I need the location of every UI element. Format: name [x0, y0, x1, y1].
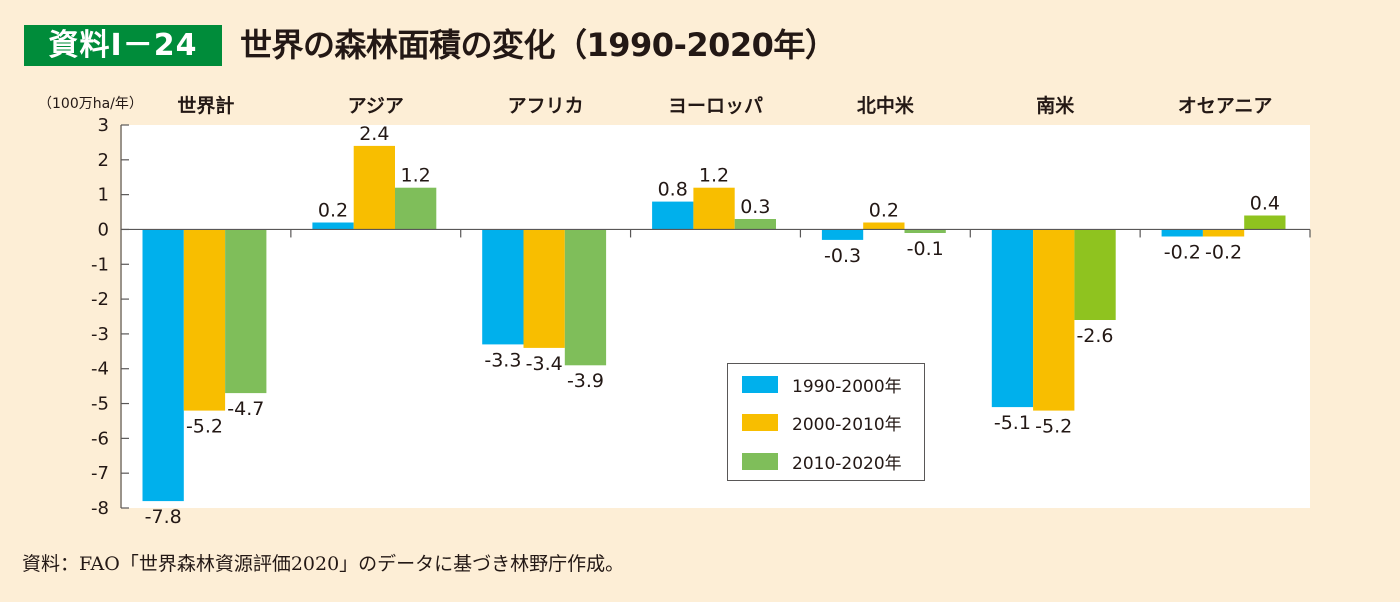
y-tick-label: -6 [91, 428, 109, 449]
bar-1-6 [991, 229, 1034, 408]
bar-2-3 [523, 229, 565, 348]
data-label: 0.8 [658, 179, 688, 201]
data-label: -0.1 [907, 238, 944, 260]
y-tick-label: 1 [98, 185, 109, 206]
legend-swatch-1990-2000 [742, 375, 778, 393]
legend-swatch-2010-2020 [742, 452, 778, 470]
bar-2-2 [353, 145, 395, 230]
category-label: アフリカ [508, 95, 584, 117]
data-label: 0.4 [1250, 193, 1280, 215]
bar-3-5 [904, 229, 946, 233]
bar-2-6 [1033, 229, 1075, 411]
y-tick-label: -5 [91, 394, 109, 415]
category-label: 世界計 [177, 94, 234, 117]
y-tick-label: 0 [98, 219, 109, 240]
category-label: 北中米 [857, 94, 915, 117]
data-label: -2.6 [1076, 325, 1113, 347]
data-label: 0.2 [869, 200, 899, 222]
data-label: 0.3 [740, 196, 770, 218]
bar-3-3 [564, 229, 607, 366]
category-label: アジア [348, 95, 404, 117]
bar-2-4 [693, 187, 735, 230]
y-tick-label: -1 [91, 254, 109, 275]
data-label: -3.9 [567, 370, 604, 392]
bar-3-4 [734, 219, 776, 230]
data-label: 2.4 [359, 123, 389, 145]
data-label: -7.8 [145, 506, 182, 528]
data-label: -0.2 [1205, 241, 1242, 263]
data-label: -3.4 [526, 353, 563, 375]
bar-2-5 [863, 222, 905, 230]
labels-layer: 3 2 1 0 -1 -2 -3 -4 -5 -6 -7 -8 世界計 アジア アフリカ ヨーロッパ 北中米 南米… [91, 94, 1280, 528]
y-tick-label: 2 [98, 150, 109, 171]
category-label: ヨーロッパ [668, 95, 763, 117]
bar-3-1 [225, 229, 267, 394]
legend-item-2010-2020: 2010-2020年 [742, 451, 902, 474]
source-note: 資料：FAO「世界森林資源評価2020」のデータに基づき林野庁作成。 [22, 553, 625, 575]
legend-label: 1990-2000年 [792, 376, 902, 397]
legend-label: 2000-2010年 [792, 414, 902, 435]
legend-label: 2010-2020年 [792, 453, 902, 474]
data-label: 1.2 [400, 165, 430, 187]
bar-1-3 [482, 229, 524, 345]
legend-swatch-2000-2010 [742, 413, 778, 431]
chart-title: 世界の森林面積の変化（1990-2020年） [240, 26, 837, 64]
bar-3-7 [1244, 215, 1286, 230]
data-label: 1.2 [699, 165, 729, 187]
y-tick-label: -7 [91, 463, 109, 484]
bar-2-1 [183, 229, 226, 411]
y-tick-label: 3 [98, 115, 109, 136]
bar-3-6 [1074, 229, 1116, 320]
category-label: オセアニア [1178, 95, 1273, 117]
data-label: 0.2 [318, 200, 348, 222]
y-tick-label: -2 [91, 289, 109, 310]
legend: 1990-2000年 2000-2010年 2010-2020年 [727, 363, 925, 481]
data-label: -0.2 [1164, 241, 1201, 263]
bar-3-2 [395, 187, 437, 230]
figure-number-badge: 資料Ⅰ－24 [24, 25, 222, 66]
bar-1-2 [312, 222, 354, 230]
legend-item-1990-2000: 1990-2000年 [742, 374, 902, 397]
legend-item-2000-2010: 2000-2010年 [742, 412, 902, 435]
y-tick-label: -8 [91, 498, 109, 519]
data-label: -5.1 [994, 412, 1031, 434]
axes-layer [120, 124, 1311, 509]
data-label: -4.7 [227, 398, 264, 420]
bar-1-4 [652, 201, 694, 230]
category-label: 南米 [1036, 94, 1075, 117]
data-label: -0.3 [824, 245, 861, 267]
y-tick-label: -4 [91, 359, 109, 380]
bar-2-7 [1202, 229, 1245, 237]
data-label: -5.2 [1035, 416, 1072, 438]
bar-1-1 [142, 229, 184, 502]
y-tick-label: -3 [91, 324, 109, 345]
y-axis-unit-label: （100万ha/年） [38, 96, 143, 112]
bar-1-7 [1161, 229, 1203, 237]
bar-1-5 [821, 229, 864, 240]
bars-layer [142, 145, 1286, 502]
data-label: -3.3 [484, 349, 521, 371]
data-label: -5.2 [186, 416, 223, 438]
